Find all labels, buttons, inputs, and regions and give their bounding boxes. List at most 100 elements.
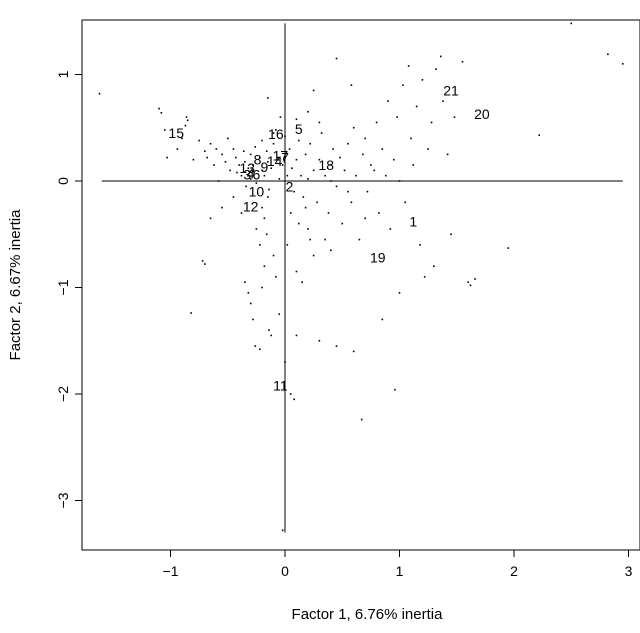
scatter-point [335, 345, 338, 347]
point-label: 14 [267, 153, 283, 169]
scatter-point [318, 121, 321, 124]
scatter-point [247, 292, 250, 294]
scatter-point [370, 164, 372, 166]
scatter-point [267, 196, 269, 198]
scatter-point [249, 302, 252, 305]
scatter-point [226, 137, 229, 140]
point-label: 9 [260, 159, 268, 175]
scatter-point [295, 334, 298, 337]
scatter-point [158, 107, 160, 110]
scatter-point [350, 201, 353, 204]
scatter-point [267, 161, 269, 163]
scatter-point [281, 529, 284, 532]
scatter-point [343, 169, 346, 172]
scatter-point [268, 188, 270, 191]
scatter-point [204, 150, 206, 152]
y-tick-label: −3 [55, 492, 71, 508]
scatter-point [252, 164, 254, 166]
x-axis: −1 0 1 2 3 [163, 550, 633, 579]
scatter-point [335, 57, 338, 60]
scatter-point [352, 126, 355, 129]
scatter-point [249, 153, 252, 156]
point-label: 3 [243, 167, 251, 183]
scatter-point [265, 150, 268, 152]
scatter-point [261, 169, 263, 172]
scatter-point [229, 169, 231, 172]
scatter-point [373, 169, 376, 172]
scatter-point [224, 161, 227, 163]
scatter-point [538, 134, 540, 137]
point-label: 16 [268, 126, 284, 142]
scatter-point [295, 118, 298, 121]
x-tick-label: 0 [281, 563, 289, 579]
scatter-point [318, 158, 321, 161]
scatter-point [242, 150, 245, 152]
scatter-point [209, 217, 212, 220]
point-label: 18 [318, 157, 334, 173]
scatter-point [366, 190, 369, 193]
scatter-point [247, 167, 250, 170]
scatter-point [398, 292, 401, 294]
scatter-point [332, 148, 334, 150]
scatter-point [402, 84, 404, 86]
scatter-point [389, 228, 392, 230]
scatter-point [268, 329, 270, 331]
scatter-point [309, 238, 311, 241]
scatter-point [442, 100, 444, 102]
scatter-point [407, 65, 410, 67]
scatter-point [245, 185, 247, 188]
scatter-point [433, 265, 435, 267]
scatter-point [293, 398, 295, 401]
scatter-point [423, 276, 426, 278]
scatter-point [330, 164, 332, 166]
scatter-point [324, 174, 326, 177]
scatter-point [249, 178, 252, 180]
plot-frame [81, 19, 640, 551]
scatter-point [362, 153, 364, 156]
scatter-point [347, 142, 349, 145]
scatter-point [213, 164, 215, 166]
scatter-point [295, 270, 298, 273]
scatter-point [507, 247, 510, 249]
scatter-point [217, 180, 220, 182]
scatter-point [215, 148, 218, 150]
scatter-point [267, 97, 269, 99]
y-tick-label: 0 [55, 177, 71, 185]
scatter-point [259, 348, 261, 351]
scatter-point [324, 238, 326, 241]
scatter-point [259, 156, 261, 159]
scatter-point [232, 196, 235, 198]
x-tick-label: 1 [396, 563, 404, 579]
scatter-point [474, 278, 476, 280]
scatter-point [176, 148, 179, 150]
point-label: 8 [254, 152, 262, 168]
scatter-point [286, 174, 289, 177]
scatter-point [281, 164, 284, 166]
scatter-point [410, 137, 412, 140]
scatter-point [288, 148, 291, 150]
scatter-point [272, 132, 275, 134]
point-label: 13 [239, 160, 255, 176]
scatter-point [254, 345, 257, 347]
scatter-point [278, 178, 281, 180]
scatter-point [396, 116, 399, 118]
y-axis-label: Factor 2, 6.67% inertia [7, 209, 24, 361]
scatter-point [415, 105, 418, 108]
scatter-point [398, 180, 401, 182]
scatter-point [254, 146, 257, 148]
point-label: 5 [295, 121, 303, 137]
scatter-point [453, 116, 456, 118]
scatter-point [304, 206, 307, 209]
data-points [98, 22, 624, 532]
scatter-point [275, 276, 277, 278]
scatter-point [341, 222, 344, 225]
x-tick-label: 2 [510, 563, 518, 579]
scatter-point [300, 174, 302, 177]
y-tick-label: −2 [55, 386, 71, 402]
scatter-point [404, 201, 407, 204]
point-label: 11 [273, 377, 288, 393]
scatter-point [255, 182, 258, 184]
scatter-point [192, 158, 195, 161]
